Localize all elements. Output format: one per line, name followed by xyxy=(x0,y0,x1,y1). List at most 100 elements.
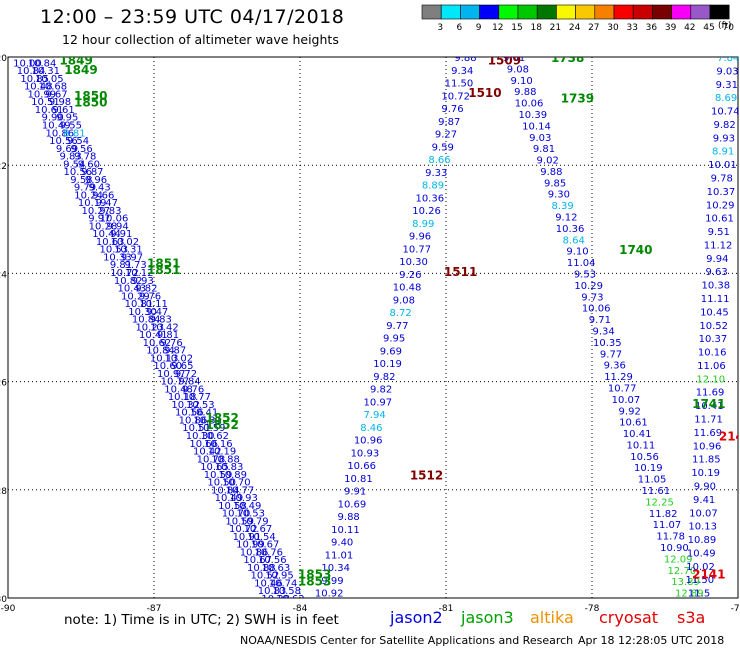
swh-value: 10.02 xyxy=(164,353,193,364)
swh-value: 10.12 xyxy=(125,268,154,279)
swh-value: 10.16 xyxy=(698,348,727,359)
swh-value: 9.02 xyxy=(537,156,559,167)
swh-value: 11.50 xyxy=(445,79,474,90)
swh-value: 10.05 xyxy=(35,74,64,85)
swh-value: 10.84 xyxy=(28,58,57,69)
pass-label: 1851 xyxy=(147,257,180,271)
swh-value: 10.42 xyxy=(193,447,222,458)
pass-label: 1512 xyxy=(410,469,443,483)
swh-value: 12.10 xyxy=(696,374,725,385)
swh-value: 10.49 xyxy=(233,501,262,512)
swh-value: 10.31 xyxy=(193,415,222,426)
swh-value: 8.64 xyxy=(563,235,585,246)
swh-value: 11.04 xyxy=(567,258,596,269)
scale-label: 12 xyxy=(492,23,503,33)
swh-value: 9.83 xyxy=(99,206,121,217)
swh-value: 11.11 xyxy=(701,294,730,305)
swh-value: 10.89 xyxy=(688,535,717,546)
swh-value: 10.02 xyxy=(110,237,139,248)
swh-value: 10.51 xyxy=(182,423,211,434)
swh-value: 10.69 xyxy=(338,499,367,510)
swh-value: 10.62 xyxy=(276,594,305,605)
swh-value: 9.03 xyxy=(529,133,551,144)
swh-value: 9.96 xyxy=(409,232,431,243)
swh-value: 10.68 xyxy=(39,82,68,93)
swh-value: 11.69 xyxy=(694,428,723,439)
pass-label: 1739 xyxy=(561,92,594,106)
swh-value: 10.49 xyxy=(42,121,71,132)
scale-label: 21 xyxy=(550,23,561,33)
swh-value: 9.95 xyxy=(383,334,405,345)
swh-value: 10.36 xyxy=(415,193,444,204)
swh-value: 10.41 xyxy=(139,330,168,341)
swh-value: 9.85 xyxy=(544,178,566,189)
swh-value: 10.41 xyxy=(190,408,219,419)
swh-value: 10.78 xyxy=(197,454,226,465)
swh-value: 9.87 xyxy=(438,117,460,128)
swh-value: 9.03 xyxy=(716,66,738,77)
swh-value: 10.62 xyxy=(143,338,172,349)
swh-value: 10.61 xyxy=(619,418,648,429)
swh-value: 10.77 xyxy=(402,244,431,255)
swh-value: 10.41 xyxy=(695,401,724,412)
swh-value: 10.59 xyxy=(197,423,226,434)
swh-value: 10.46 xyxy=(254,578,283,589)
swh-value: 10.84 xyxy=(146,346,175,357)
swh-value: 10.41 xyxy=(623,429,652,440)
swh-value: 8.72 xyxy=(389,308,411,319)
swh-value: 9.92 xyxy=(619,406,641,417)
swh-value: 10.86 xyxy=(179,415,208,426)
x-tick-label: -87 xyxy=(147,604,162,612)
swh-value: 10.51 xyxy=(31,97,60,108)
scale-label: 9 xyxy=(476,23,482,33)
swh-value: 9.87 xyxy=(164,346,186,357)
swh-value: 10.99 xyxy=(28,89,57,100)
swh-value: 10.97 xyxy=(364,397,393,408)
swh-value: 10.27 xyxy=(81,206,110,217)
footer-note: note: 1) Time is in UTC; 2) SWH is in fe… xyxy=(64,612,339,628)
swh-value: 10.81 xyxy=(344,474,373,485)
swh-value: 9.56 xyxy=(71,144,93,155)
swh-value: 9.93 xyxy=(132,276,154,287)
swh-value: 11.05 xyxy=(638,475,667,486)
y-tick-label: -30 xyxy=(0,595,7,605)
swh-value: 10.72 xyxy=(441,91,470,102)
swh-value: 9.79 xyxy=(74,183,96,194)
swh-value: 10.11 xyxy=(139,299,168,310)
swh-value: 8.46 xyxy=(360,423,382,434)
swh-value: 10.88 xyxy=(211,454,240,465)
swh-value: 10.74 xyxy=(269,578,298,589)
swh-value: 9.99 xyxy=(321,576,343,587)
swh-value: 9.82 xyxy=(713,120,735,131)
swh-value: 10.02 xyxy=(686,562,715,573)
swh-value: 10.93 xyxy=(351,448,380,459)
swh-value: 12.25 xyxy=(645,497,674,508)
swh-value: 10.56 xyxy=(258,555,287,566)
swh-value: 10.13 xyxy=(150,353,179,364)
scale-label: 6 xyxy=(457,23,463,33)
swh-value: 9.76 xyxy=(441,104,463,115)
swh-value: 10.92 xyxy=(315,589,344,600)
swh-value: 12.70 xyxy=(668,566,697,577)
map-plot: -90 -87 -84 -81 -78 -75 -20 -22 -24 -26 -28 -30 10.0… xyxy=(0,54,740,612)
swh-value: 11.29 xyxy=(604,372,633,383)
swh-value: 9.95 xyxy=(56,113,78,124)
swh-value: 10.29 xyxy=(121,291,150,302)
swh-value: 9.73 xyxy=(124,260,146,271)
scale-label: 39 xyxy=(665,23,677,33)
legend-cryosat: cryosat xyxy=(599,608,659,627)
swh-value: 10.42 xyxy=(150,322,179,333)
pass-label: 1852 xyxy=(205,418,238,432)
swh-value: 10.49 xyxy=(687,548,716,559)
swh-value: 10.77 xyxy=(161,377,190,388)
swh-value: 10.48 xyxy=(393,283,422,294)
swh-value: 10.53 xyxy=(236,509,265,520)
scale-label: 24 xyxy=(569,23,581,33)
x-tick-label: -81 xyxy=(439,604,454,612)
swh-value: 10.35 xyxy=(593,338,622,349)
swh-value: 9.88 xyxy=(338,512,360,523)
swh-value: 10.93 xyxy=(229,493,258,504)
y-tick-label: -24 xyxy=(0,270,7,280)
swh-value: 9.97 xyxy=(121,252,143,263)
swh-value: 11.69 xyxy=(696,388,725,399)
